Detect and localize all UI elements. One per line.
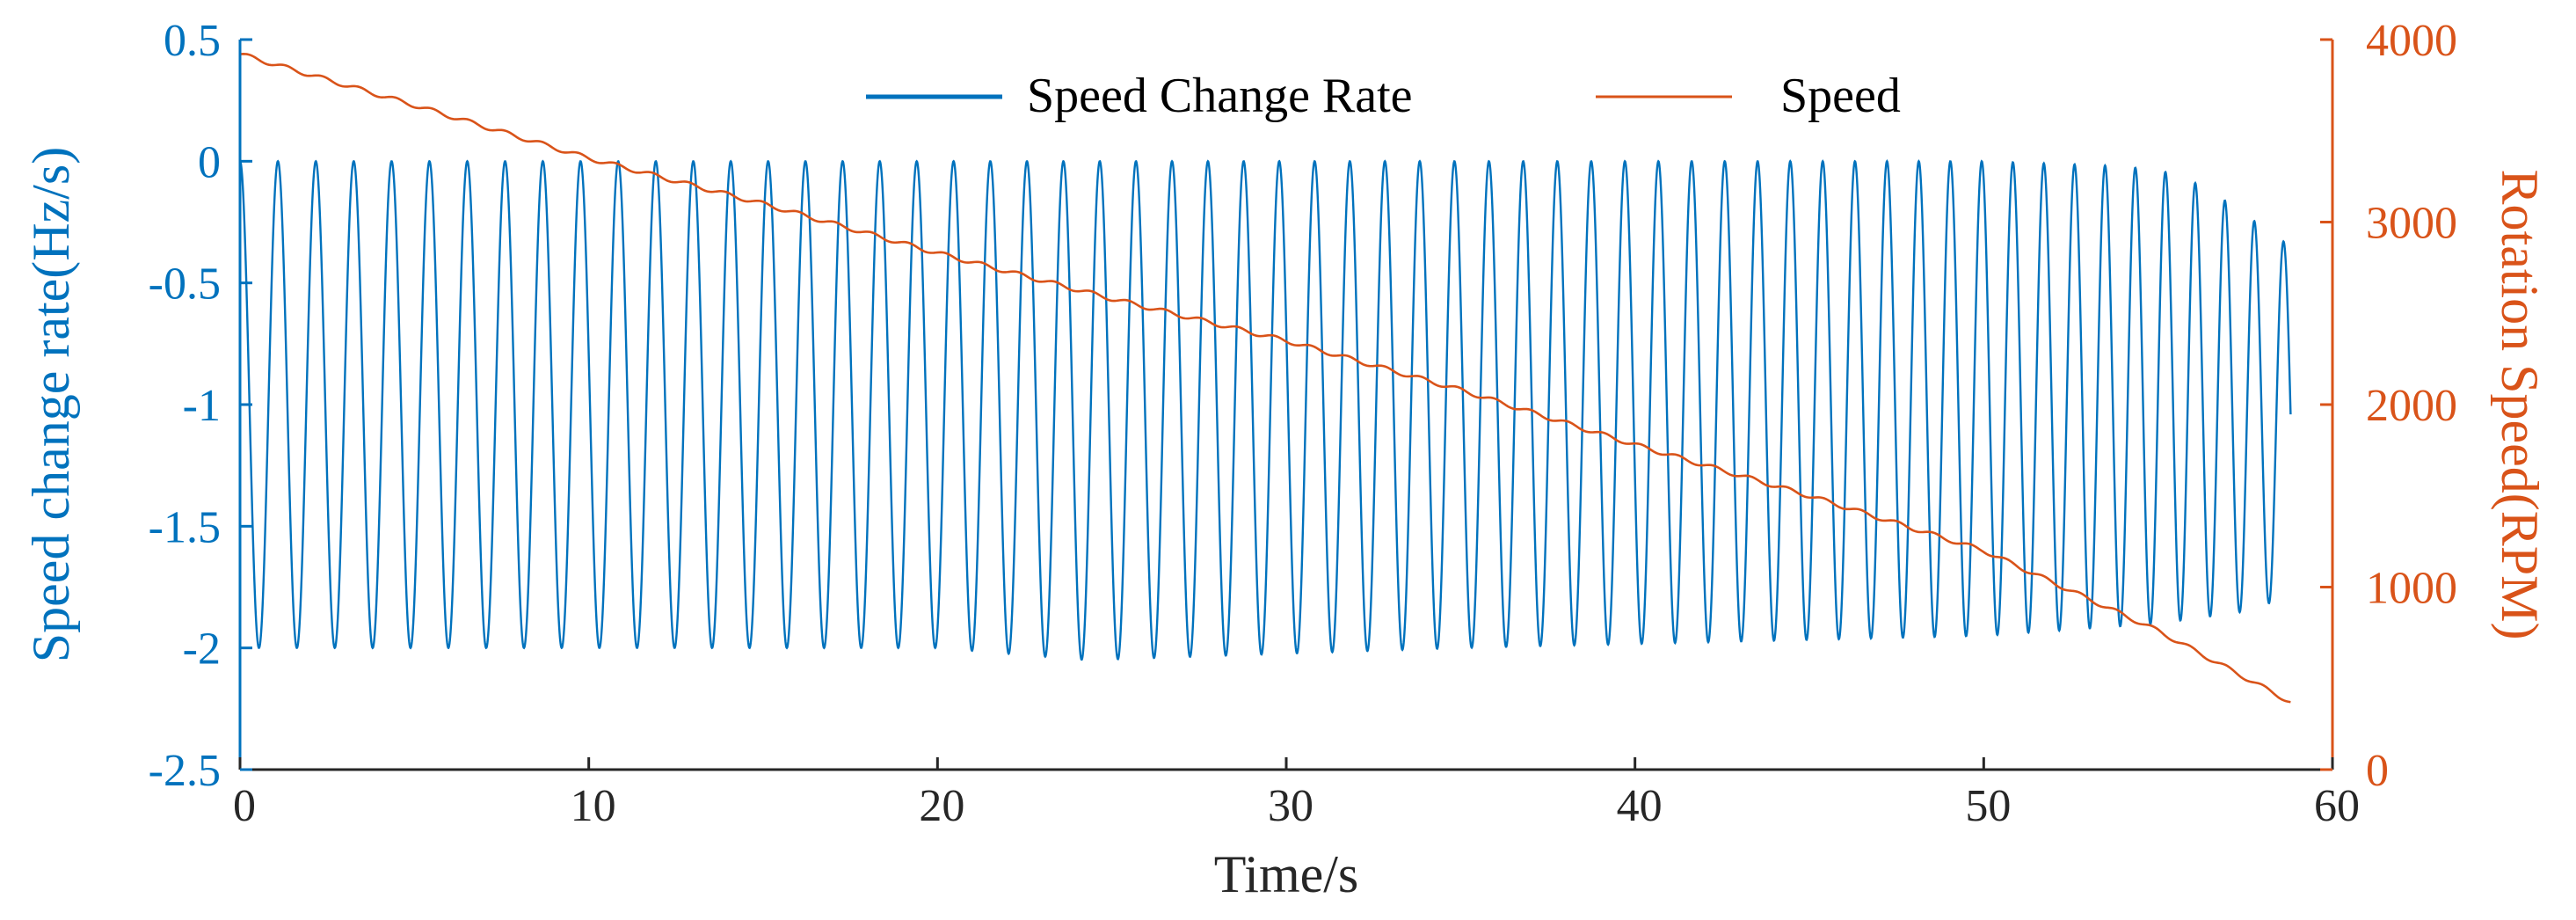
y-left-tick-label: -1 xyxy=(183,381,221,431)
y-right-tick-label: 0 xyxy=(2366,746,2389,796)
x-tick-label: 30 xyxy=(1268,781,1313,831)
x-tick-label: 40 xyxy=(1617,781,1663,831)
legend-label-speed-change-rate: Speed Change Rate xyxy=(1027,69,1413,123)
y-left-tick-label: -1.5 xyxy=(149,502,221,552)
x-tick-label: 0 xyxy=(233,781,256,831)
x-axis-label: Time/s xyxy=(1214,845,1359,903)
series-speed-line xyxy=(239,53,2291,704)
y-right-tick-label: 2000 xyxy=(2366,381,2457,431)
legend: Speed Change Rate Speed xyxy=(866,69,1901,123)
x-tick-label: 20 xyxy=(919,781,964,831)
x-tick-label: 60 xyxy=(2314,781,2360,831)
x-tick-label: 50 xyxy=(1965,781,2011,831)
y-left-tick-label: -2 xyxy=(183,624,221,675)
series-layer xyxy=(239,53,2292,704)
left-axis-label: Speed change rate(Hz/s) xyxy=(22,147,80,662)
y-right-tick-label: 3000 xyxy=(2366,199,2457,249)
y-left-tick-label: 0 xyxy=(198,137,221,187)
legend-label-speed: Speed xyxy=(1780,69,1901,123)
y-right-tick-label: 4000 xyxy=(2366,16,2457,66)
plot-area xyxy=(240,40,2332,770)
y-left-tick-label: -2.5 xyxy=(149,746,221,796)
x-tick-label: 10 xyxy=(571,781,616,831)
ticks-layer: 0 10 20 30 40 50 60 0.5 0 -0.5 -1 -1.5 -2 -2.5 4000 300… xyxy=(149,16,2457,831)
right-axis-label: Rotation Speed(RPM) xyxy=(2491,170,2549,640)
y-left-tick-label: -0.5 xyxy=(149,259,221,310)
y-left-tick-label: 0.5 xyxy=(164,16,221,66)
y-right-tick-label: 1000 xyxy=(2366,564,2457,614)
series-speed-change-rate-line xyxy=(239,159,2292,661)
